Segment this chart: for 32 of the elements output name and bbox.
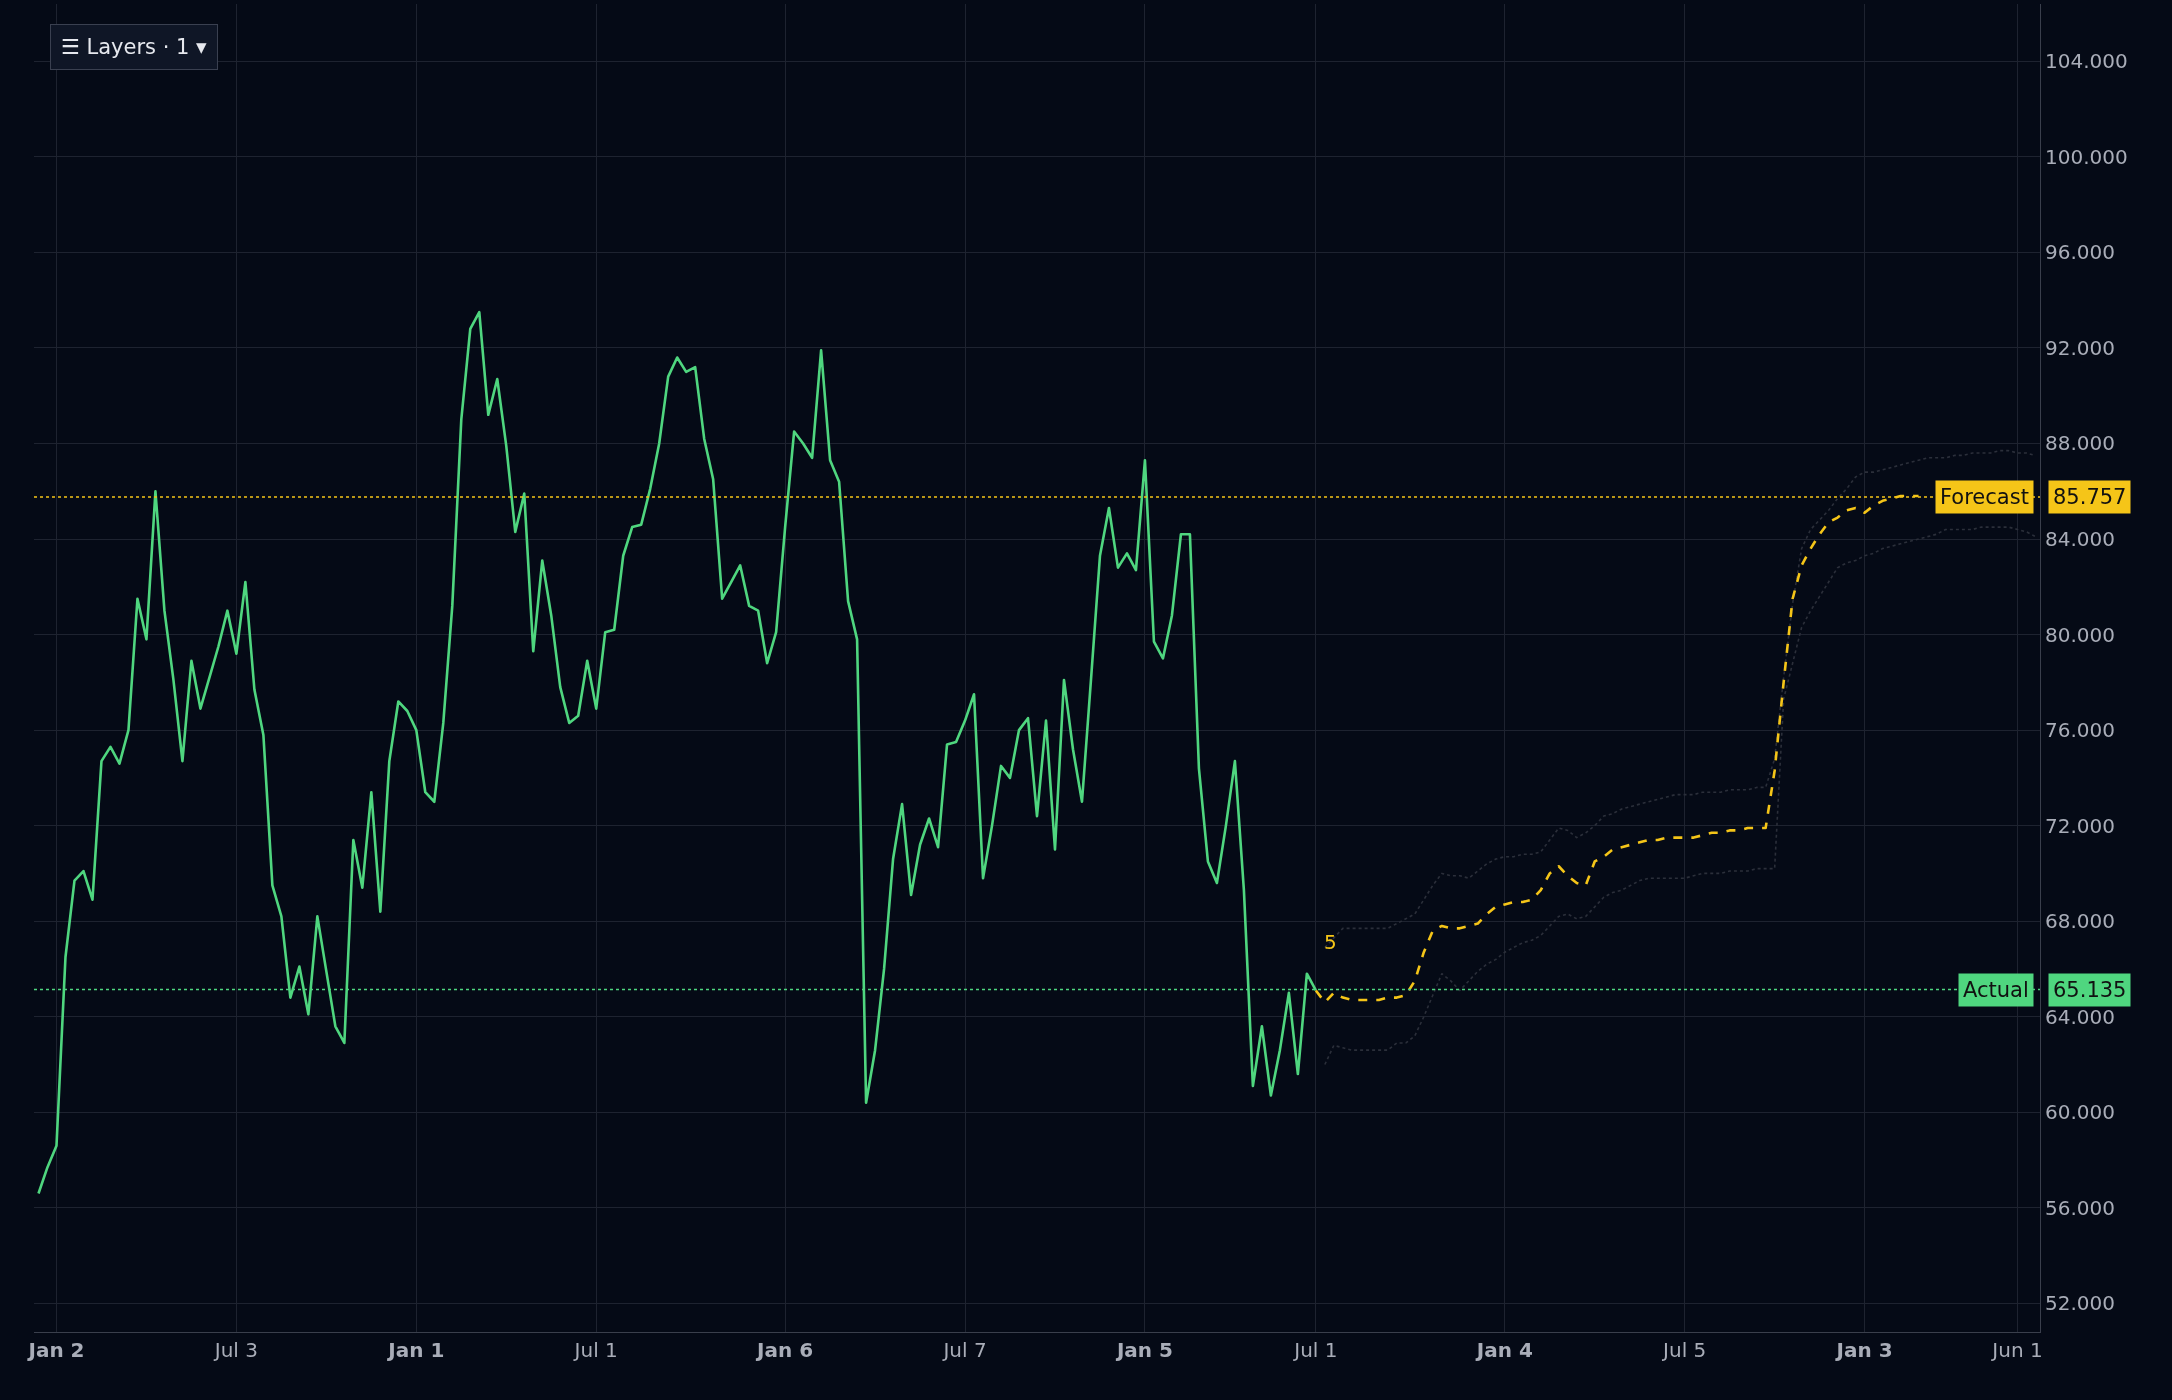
x-tick-label: Jan 1 [386, 1338, 445, 1362]
y-tick-label: 84.000 [2045, 527, 2115, 552]
y-tick-label: 80.000 [2045, 622, 2115, 647]
x-tick-label: Jan 2 [26, 1338, 85, 1362]
x-tick-label: Jul 5 [1661, 1338, 1707, 1362]
y-tick-label: 88.000 [2045, 431, 2115, 456]
x-tick-label: Jun 1 [1990, 1338, 2043, 1362]
annotation: 5 [1324, 930, 1337, 954]
x-tick-label: Jan 6 [755, 1338, 814, 1362]
x-tick-label: Jan 3 [1834, 1338, 1893, 1362]
y-tick-label: 56.000 [2045, 1195, 2115, 1220]
y-tick-label: 72.000 [2045, 813, 2115, 838]
text: 65.135 [2053, 978, 2127, 1002]
text: 85.757 [2053, 485, 2127, 509]
y-tick-label: 92.000 [2045, 335, 2115, 360]
ref-line-label: Forecast [1940, 485, 2029, 509]
y-tick-label: 64.000 [2045, 1004, 2115, 1029]
x-tick-label: Jul 3 [212, 1338, 259, 1362]
x-tick-label: Jul 7 [941, 1338, 987, 1362]
ref-line-label: Actual [1963, 978, 2029, 1002]
annotation: ☰ Layers · 1 ▾ [61, 35, 208, 59]
y-tick-label: 104.000 [2045, 49, 2128, 74]
x-tick-label: Jan 5 [1114, 1338, 1173, 1362]
y-tick-label: 76.000 [2045, 718, 2115, 743]
x-tick-label: Jul 1 [1292, 1338, 1338, 1362]
y-tick-label: 96.000 [2045, 240, 2115, 265]
y-tick-label: 52.000 [2045, 1291, 2115, 1316]
x-tick-label: Jan 4 [1474, 1338, 1533, 1362]
y-tick-label: 100.000 [2045, 144, 2128, 169]
y-tick-label: 60.000 [2045, 1100, 2115, 1125]
x-tick-label: Jul 1 [572, 1338, 618, 1362]
y-tick-label: 68.000 [2045, 909, 2115, 934]
